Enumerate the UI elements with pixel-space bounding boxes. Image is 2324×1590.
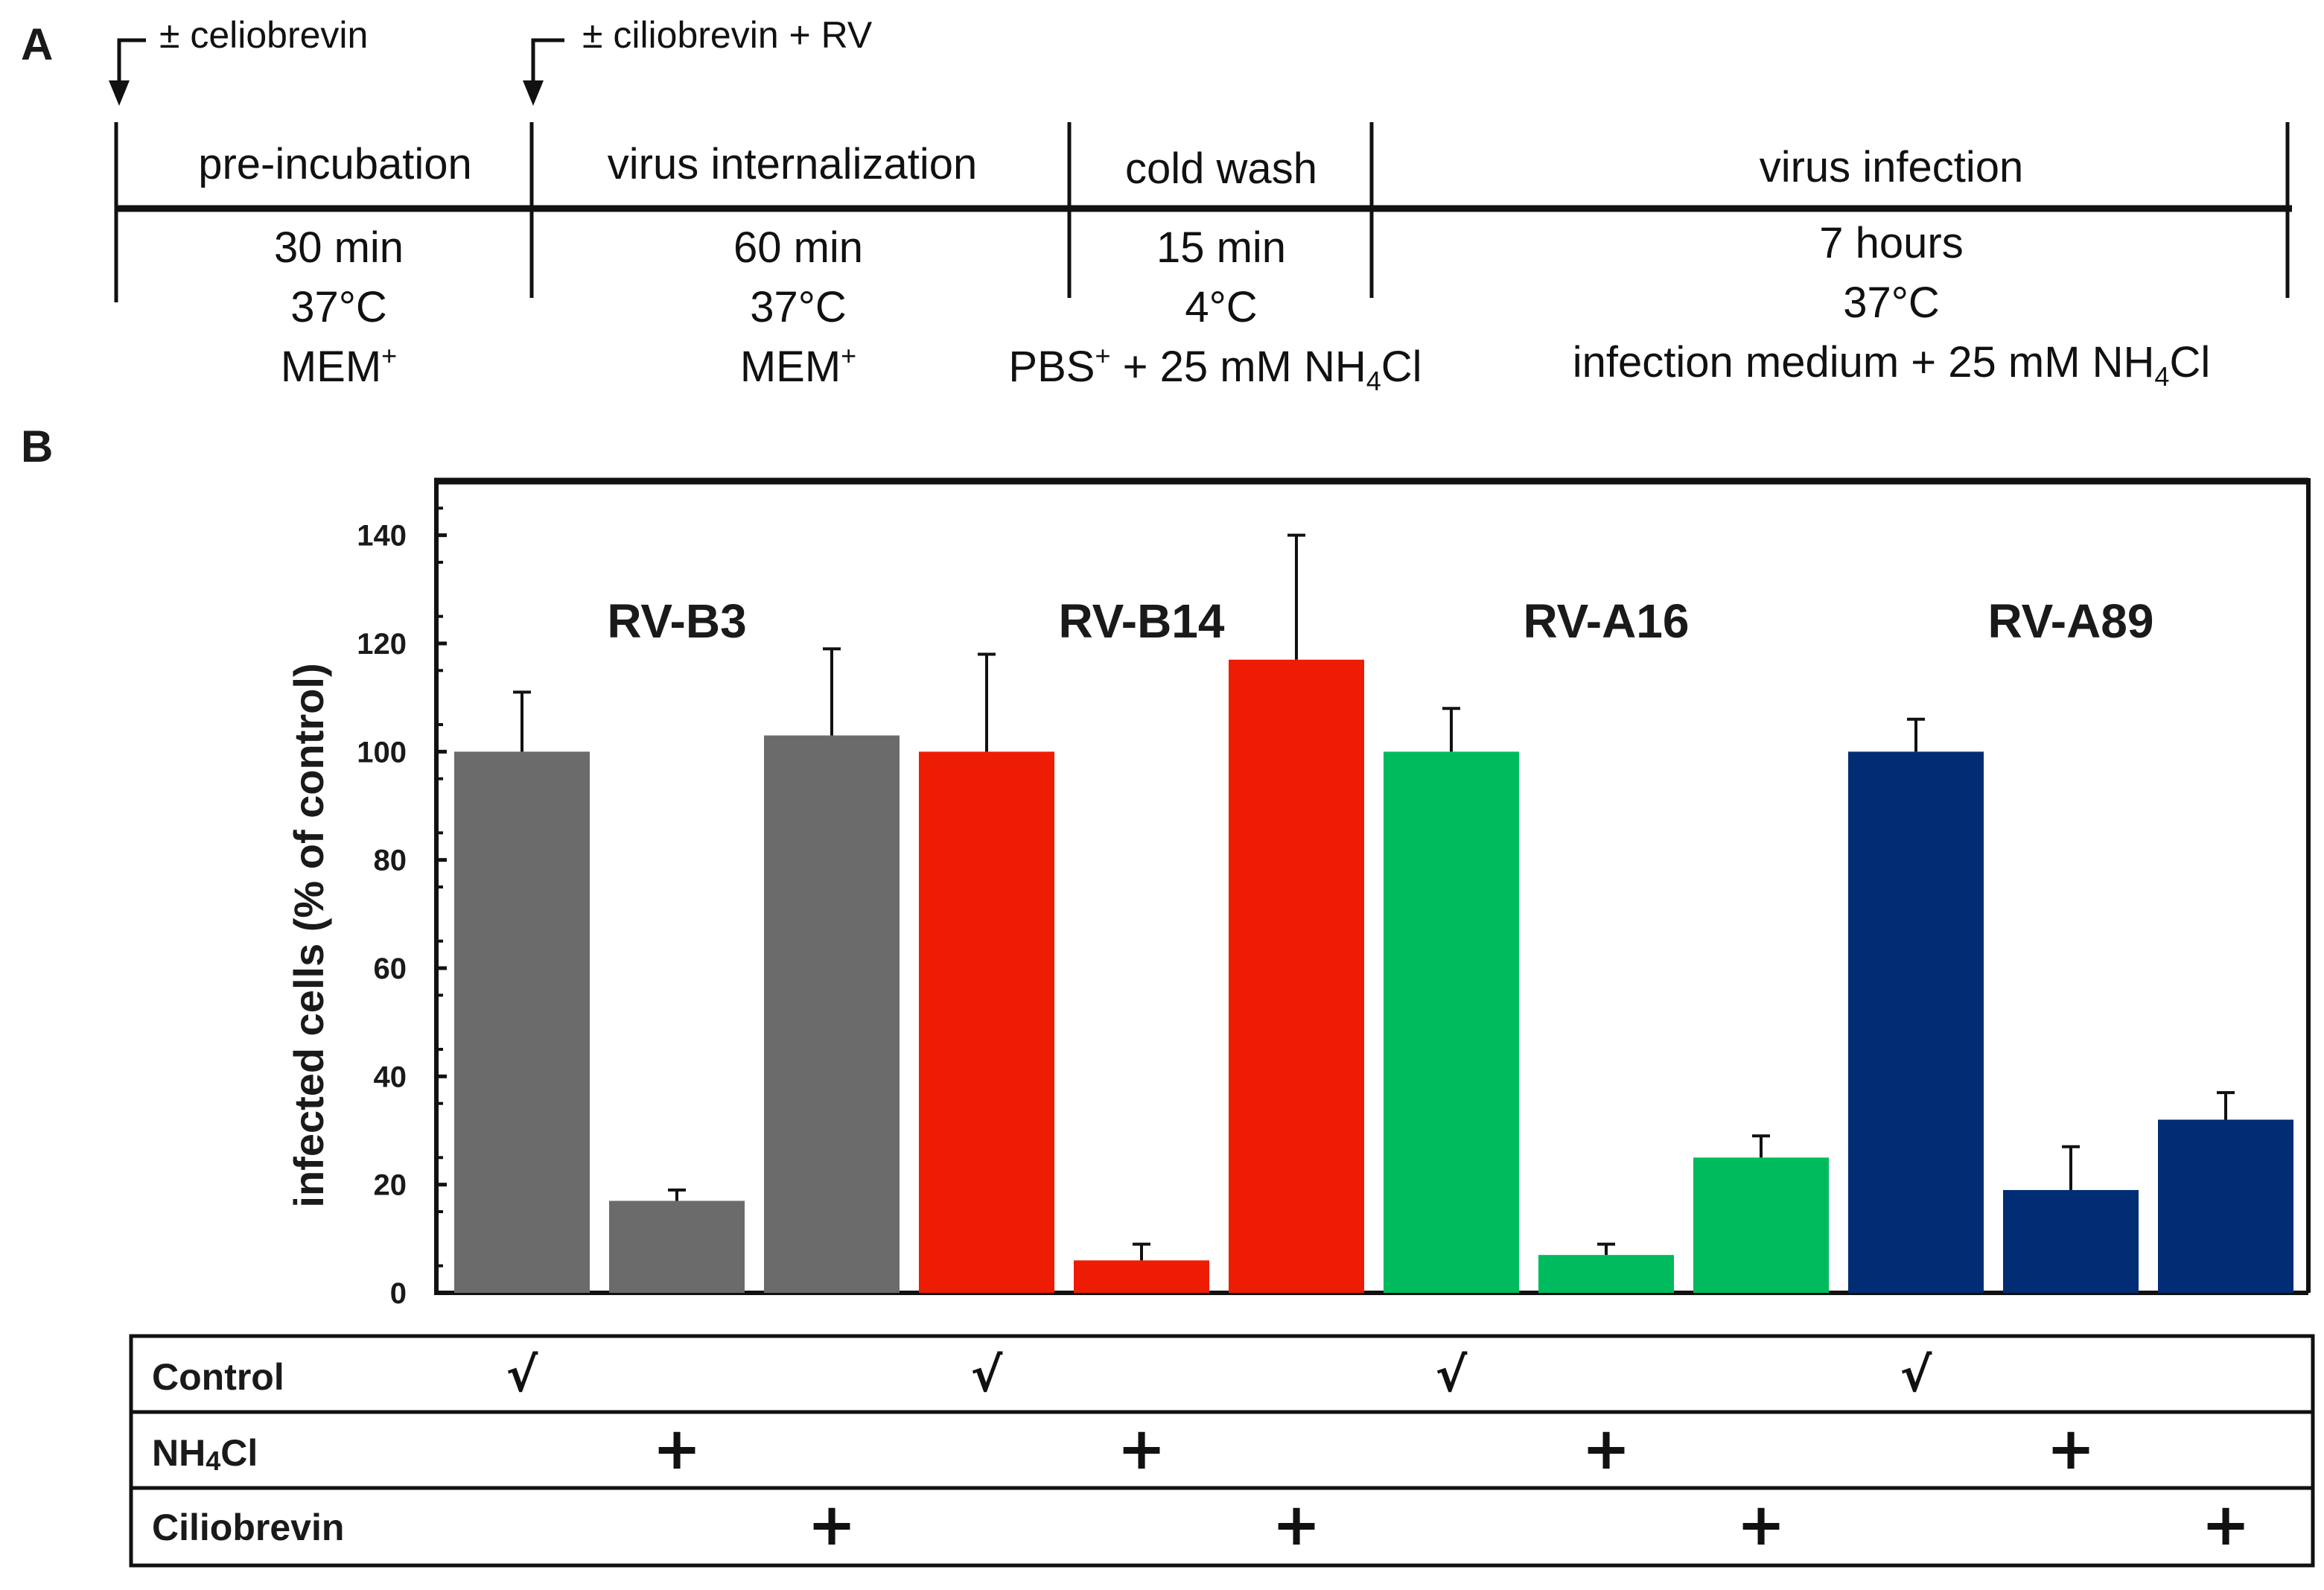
panel-a-letter: A	[21, 19, 53, 69]
group-labels: RV-B3 RV-B14 RV-A16 RV-A89	[607, 594, 2153, 648]
stage-time: 30 min	[274, 223, 404, 272]
bar	[1693, 1157, 1829, 1293]
bar	[1074, 1260, 1209, 1293]
plus-mark: +	[652, 1416, 701, 1483]
series-label: RV-B3	[607, 594, 746, 648]
stage-cold-wash: cold wash 15 min 4°C PBS+ + 25 mM NH4Cl	[1008, 144, 1422, 396]
series-label: RV-B14	[1059, 594, 1225, 648]
stage-title: virus infection	[1760, 143, 2024, 191]
arrow-1-line	[117, 38, 146, 91]
y-tick-label: 80	[374, 845, 407, 877]
bar	[1384, 751, 1519, 1293]
row-label-nh4cl: NH4Cl	[152, 1432, 258, 1476]
series-rv-a89	[1848, 717, 2293, 1293]
bar	[1848, 751, 1984, 1293]
stage-temp: 37°C	[750, 283, 847, 331]
stage-virus-internalization: virus internalization 60 min 37°C MEM+	[608, 140, 977, 391]
bar	[1229, 659, 1364, 1293]
arrow-2-line	[531, 38, 564, 91]
series-rv-a16	[1384, 707, 1829, 1293]
check-mark: √	[1900, 1348, 1932, 1403]
arrow-1-label: ± celiobrevin	[159, 14, 368, 56]
plus-mark: +	[1582, 1416, 1630, 1483]
arrow-2-head	[523, 80, 544, 106]
plus-mark: +	[1736, 1492, 1785, 1559]
bar	[2158, 1119, 2293, 1293]
stage-medium: MEM+	[740, 340, 856, 391]
y-tick-label: 120	[357, 628, 407, 661]
treatment-table: Control NH4Cl Ciliobrevin √ √ √ √ + + + + + + + +	[129, 1334, 2315, 1568]
plus-mark: +	[807, 1492, 856, 1559]
arrow-ciliobrevin-rv: ± ciliobrevin + RV	[523, 14, 873, 106]
y-axis: 0 20 40 60 80 100 120 140	[357, 506, 447, 1310]
stage-pre-incubation: pre-incubation 30 min 37°C MEM+	[198, 140, 472, 391]
plus-mark: +	[1117, 1416, 1165, 1483]
check-mark: √	[506, 1348, 538, 1403]
stage-medium: PBS+ + 25 mM NH4Cl	[1008, 340, 1422, 396]
bar-series	[454, 533, 2293, 1293]
series-label: RV-A16	[1524, 594, 1690, 648]
bar	[764, 735, 900, 1293]
table-frame	[129, 1334, 2315, 1568]
plus-mark: +	[2201, 1492, 2250, 1559]
panel-a: A ± celiobrevin ± ciliobrevin + RV pre-i…	[21, 14, 2292, 396]
plus-mark: +	[2046, 1416, 2095, 1483]
y-tick-label: 140	[357, 520, 407, 553]
row-label-control: Control	[152, 1356, 284, 1398]
series-rv-b14	[919, 533, 1364, 1293]
bar	[1538, 1255, 1674, 1293]
stage-time: 15 min	[1156, 223, 1286, 272]
y-tick-label: 20	[374, 1169, 407, 1202]
stage-time: 7 hours	[1819, 219, 1963, 267]
stage-medium: infection medium + 25 mM NH4Cl	[1573, 338, 2210, 392]
plus-mark: +	[1272, 1492, 1320, 1559]
y-tick-label: 0	[390, 1277, 407, 1310]
stage-temp: 37°C	[290, 283, 387, 331]
series-rv-b3	[454, 647, 900, 1293]
row-label-ciliobrevin: Ciliobrevin	[152, 1507, 344, 1548]
bar	[919, 751, 1054, 1293]
stage-temp: 37°C	[1843, 279, 1940, 327]
arrow-1-head	[109, 80, 130, 106]
bar	[609, 1201, 745, 1293]
check-mark: √	[971, 1348, 1003, 1403]
stage-time: 60 min	[733, 223, 863, 272]
stage-title: pre-incubation	[198, 140, 472, 188]
bar	[2003, 1189, 2139, 1293]
arrow-celiobrevin: ± celiobrevin	[109, 14, 368, 106]
y-axis-label: infected cells (% of control)	[285, 663, 332, 1207]
stage-medium: MEM+	[281, 340, 397, 391]
stage-title: cold wash	[1125, 144, 1317, 193]
bar	[454, 751, 590, 1293]
plot-frame	[434, 477, 2311, 1295]
table-marks: √ √ √ √ + + + + + + + +	[506, 1348, 2250, 1559]
panel-b: B infected cells (% of control) 0 20 40 60 8…	[21, 422, 2315, 1568]
y-tick-label: 60	[374, 953, 407, 985]
y-tick-label: 100	[357, 736, 407, 769]
check-mark: √	[1436, 1348, 1468, 1403]
y-tick-label: 40	[374, 1060, 407, 1093]
stage-temp: 4°C	[1185, 283, 1257, 331]
stage-title: virus internalization	[608, 140, 977, 188]
panel-b-letter: B	[21, 422, 53, 471]
arrow-2-label: ± ciliobrevin + RV	[582, 14, 873, 56]
series-label: RV-A89	[1988, 594, 2154, 648]
stage-virus-infection: virus infection 7 hours 37°C infection m…	[1573, 143, 2210, 392]
